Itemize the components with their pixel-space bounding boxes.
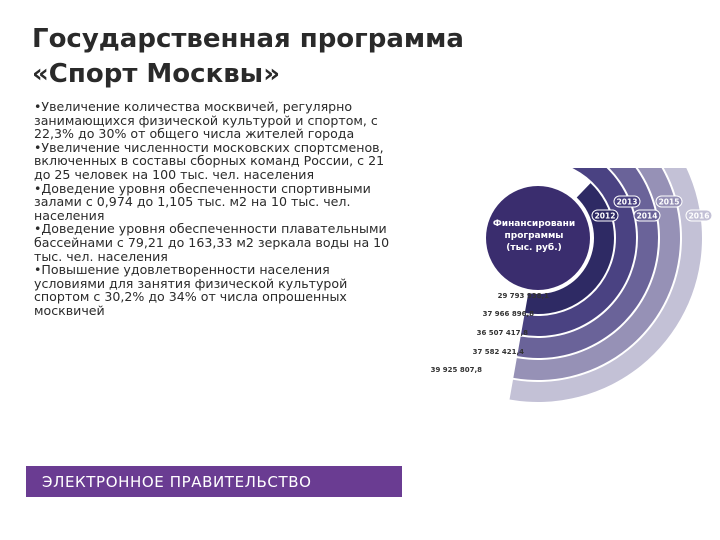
footer-label: ЭЛЕКТРОННОЕ ПРАВИТЕЛЬСТВО: [42, 473, 312, 491]
value-label-2013: 37 966 896,8: [483, 310, 534, 318]
chart-title-line: программы: [505, 231, 564, 241]
year-badge-2012: [591, 209, 619, 222]
year-badge-2014: [633, 209, 661, 222]
slide-title: Государственная программа «Спорт Москвы»: [32, 22, 532, 92]
year-label-2012: 2012: [595, 212, 616, 221]
funding-chart: Финансировани программы(тыс. руб.) 29 793 …: [431, 168, 713, 402]
value-label-2015: 37 582 421,4: [473, 348, 524, 356]
value-label-2014: 36 507 417,8: [477, 329, 528, 337]
goal-item: •Повышение удовлетворенности населения у…: [34, 262, 348, 318]
slide-title-line1: Государственная программа: [32, 24, 464, 54]
footer-banner: ЭЛЕКТРОННОЕ ПРАВИТЕЛЬСТВО: [26, 466, 402, 497]
year-badge-2013: [613, 195, 641, 208]
goal-item: •Увеличение численности московских спорт…: [34, 139, 385, 182]
year-label-2013: 2013: [617, 198, 638, 207]
chart-title-line: (тыс. руб.): [506, 242, 561, 253]
goal-item: •Увеличение количества москвичей, регуля…: [34, 99, 378, 142]
year-badge-2015: [655, 195, 683, 208]
slide-title-line2: «Спорт Москвы»: [32, 59, 280, 89]
chart-title-line: Финансировани: [493, 219, 575, 229]
goal-item: •Доведение уровня обеспеченности спортив…: [34, 180, 371, 223]
chart-center-disc: [486, 186, 590, 290]
funding-ring-2014: [517, 168, 658, 358]
value-label-2016: 39 925 807,8: [431, 366, 482, 374]
year-badge-2016: [685, 209, 713, 222]
goal-item: •Доведение уровня обеспеченности плавате…: [34, 221, 390, 264]
year-label-2015: 2015: [659, 198, 680, 207]
year-label-2016: 2016: [689, 212, 710, 221]
funding-ring-2013: [520, 168, 636, 336]
year-label-2014: 2014: [637, 212, 658, 221]
goals-list: •Увеличение количества москвичей, регуля…: [34, 100, 390, 318]
funding-ring-2015: [513, 168, 680, 380]
value-label-2012: 29 793 938,1: [498, 292, 549, 300]
funding-ring-2016: [509, 168, 703, 402]
